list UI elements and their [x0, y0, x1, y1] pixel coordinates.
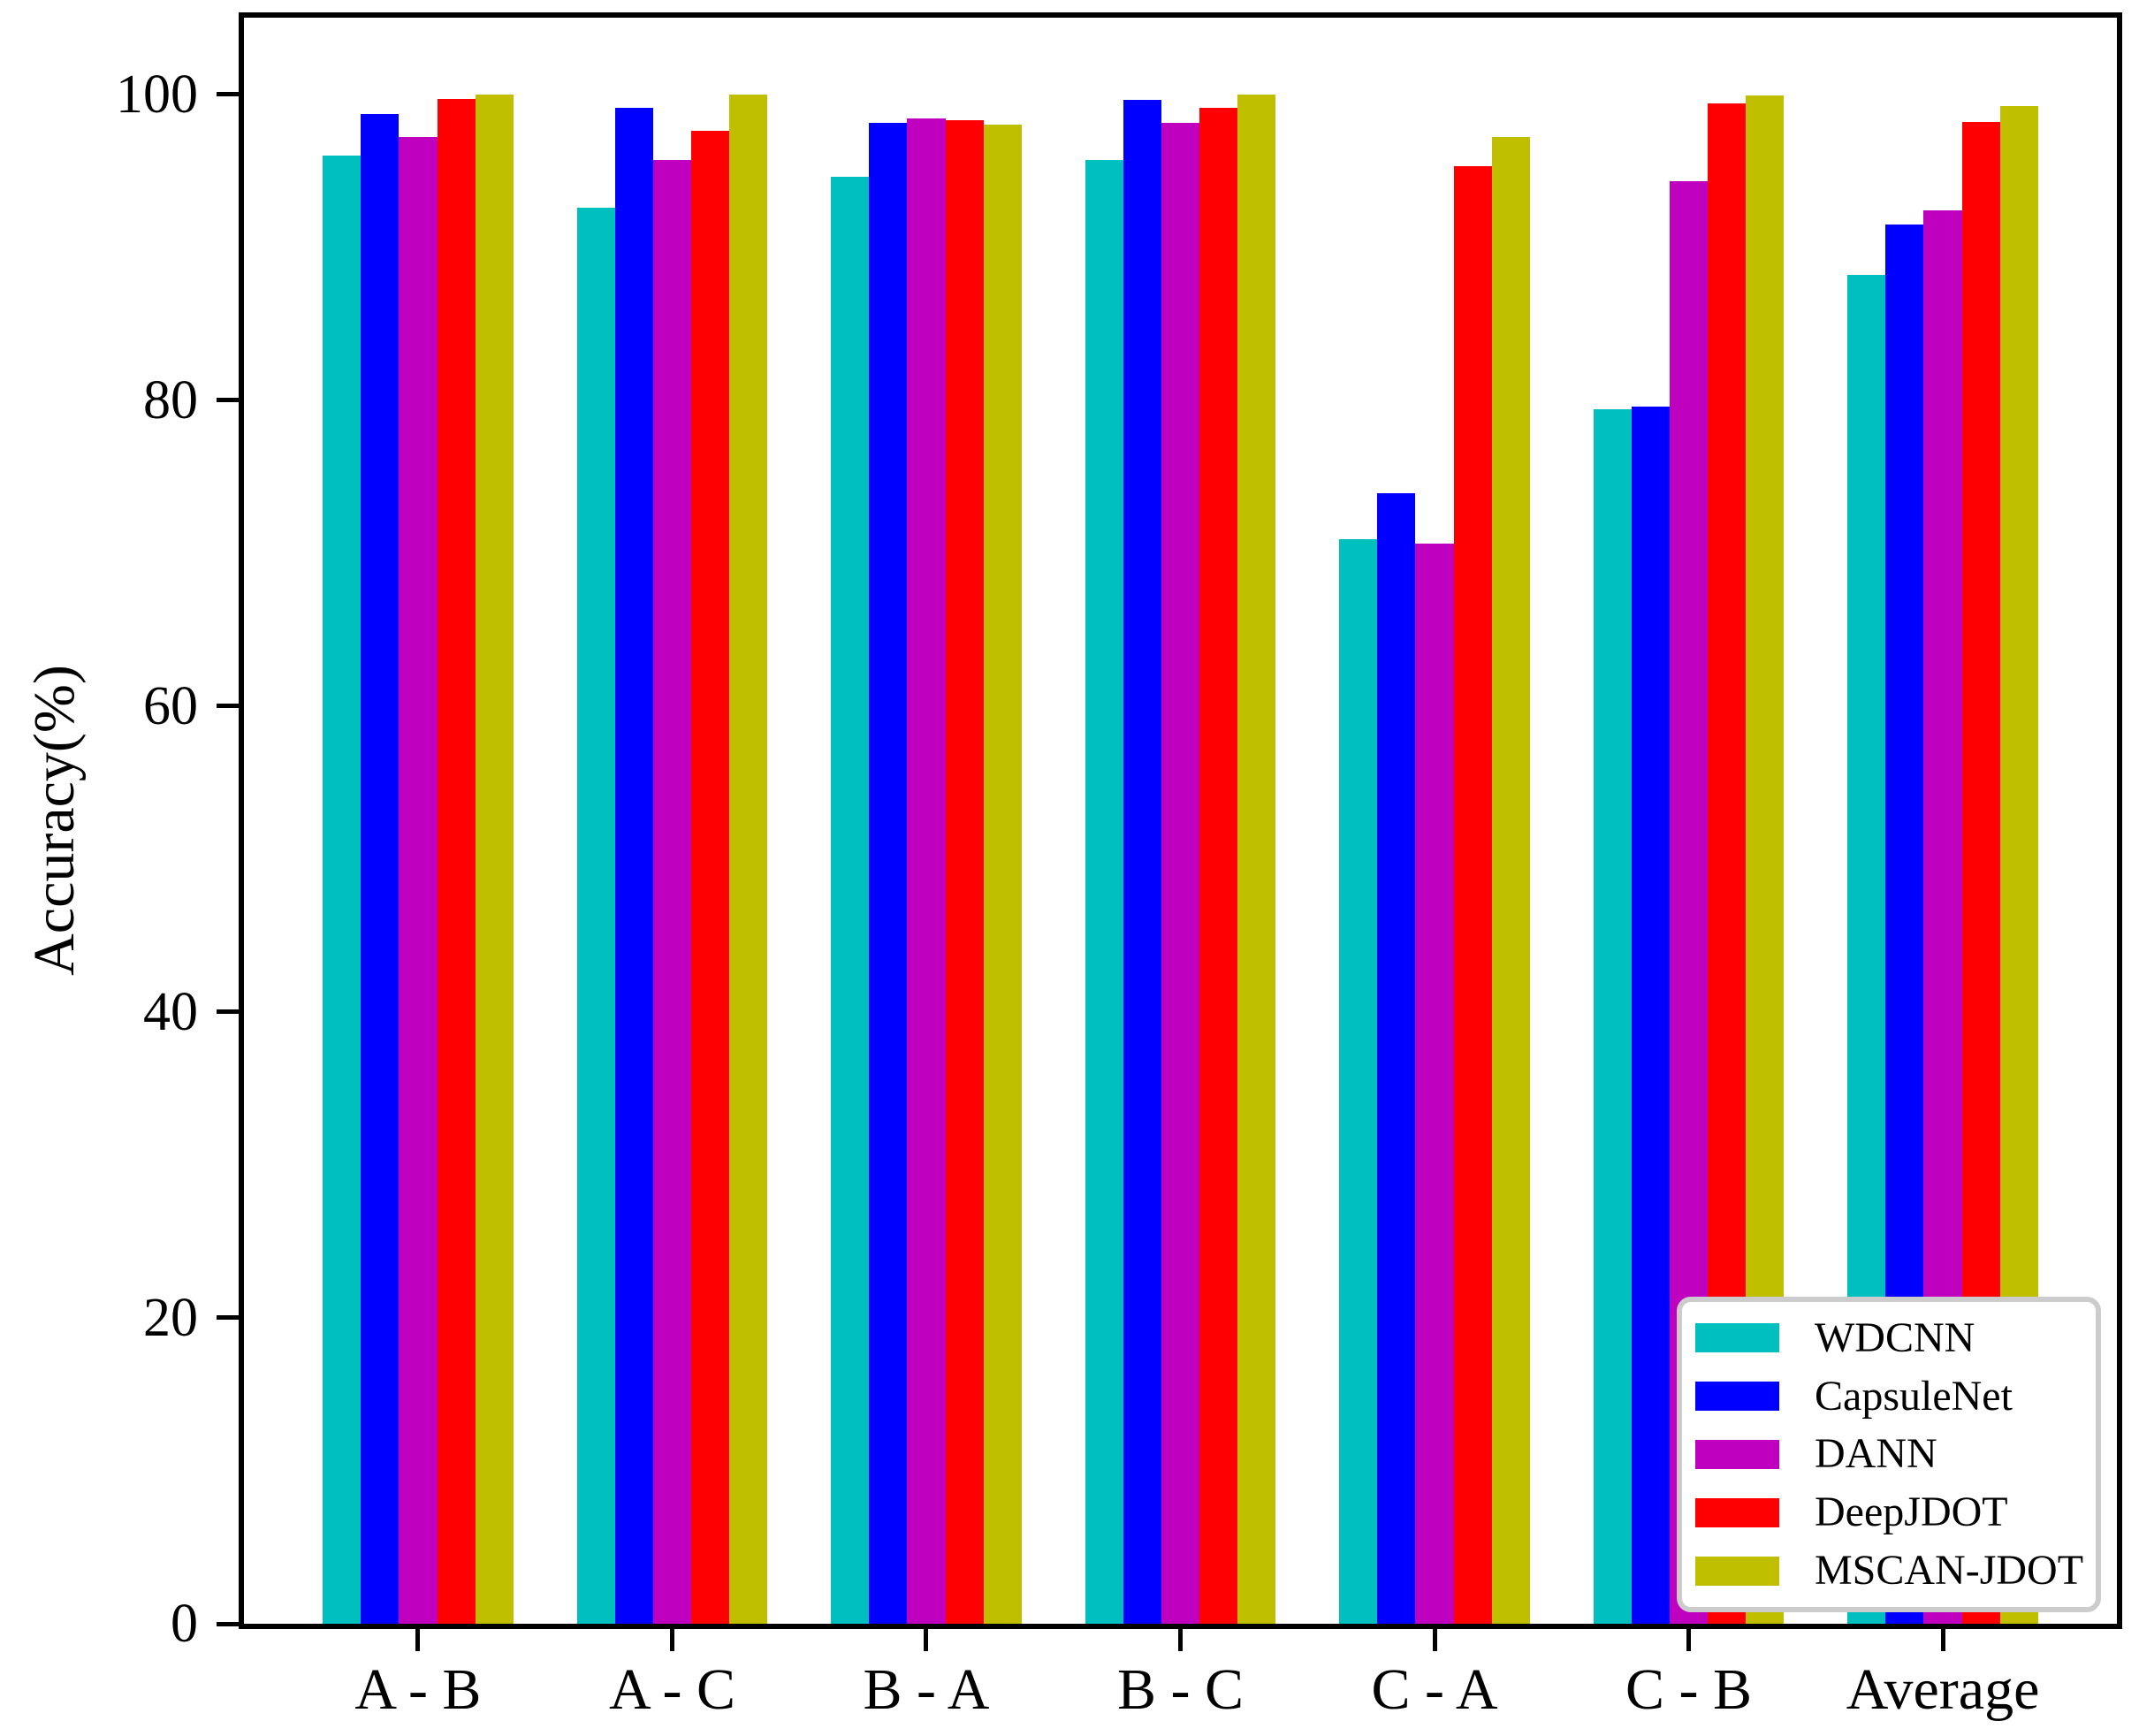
legend-swatch-DANN: [1695, 1439, 1779, 1469]
plot-area: 0 20 40 60 80 100 A - B A - C B - A B - C C - A C -…: [116, 12, 2122, 1722]
bar-CapsuleNet-0: [361, 114, 400, 1624]
bar-CapsuleNet-1: [614, 108, 653, 1624]
legend-label: MSCAN-JDOT: [1815, 1547, 2084, 1595]
legend-swatch-CapsuleNet: [1695, 1382, 1779, 1412]
bar-DeepJDOT-4: [1453, 165, 1492, 1624]
bar-WDCNN-1: [576, 207, 615, 1624]
x-tick-label: A - B: [354, 1657, 482, 1722]
x-tick-label: A - C: [608, 1657, 735, 1722]
legend-label: WDCNN: [1815, 1313, 1975, 1361]
x-tick: [669, 1629, 674, 1651]
y-axis-label: Accuracy(%): [22, 665, 87, 976]
bar-DeepJDOT-2: [945, 119, 984, 1624]
legend-swatch-MSCAN-JDOT: [1695, 1556, 1779, 1586]
y-tick: [217, 92, 239, 97]
legend-item-DeepJDOT: DeepJDOT: [1695, 1485, 2087, 1540]
y-tick-label: 60: [143, 675, 198, 736]
legend: WDCNN CapsuleNet DANN DeepJDOT MSCAN-JDOT: [1677, 1297, 2101, 1612]
bar-MSCAN-JDOT-4: [1491, 136, 1530, 1624]
legend-swatch-WDCNN: [1695, 1323, 1779, 1353]
bar-CapsuleNet-4: [1377, 493, 1416, 1624]
y-tick-label: 40: [143, 981, 198, 1042]
legend-label: DANN: [1815, 1430, 1937, 1478]
legend-item-DANN: DANN: [1695, 1427, 2087, 1481]
legend-label: CapsuleNet: [1815, 1372, 2013, 1420]
bar-DANN-2: [907, 118, 946, 1624]
y-tick: [217, 704, 239, 709]
x-tick-label: B - C: [1116, 1657, 1245, 1722]
bar-DeepJDOT-3: [1199, 108, 1238, 1624]
bar-DANN-4: [1415, 544, 1454, 1624]
legend-item-MSCAN-JDOT: MSCAN-JDOT: [1695, 1543, 2087, 1598]
legend-swatch-DeepJDOT: [1695, 1497, 1779, 1527]
y-tick-label: 100: [116, 64, 198, 125]
y-tick-label: 0: [171, 1594, 198, 1654]
bar-WDCNN-2: [831, 176, 870, 1624]
bar-WDCNN-5: [1593, 409, 1632, 1624]
bar-CapsuleNet-2: [869, 123, 908, 1624]
x-tick: [415, 1629, 421, 1651]
bar-MSCAN-JDOT-1: [729, 94, 768, 1624]
bar-DeepJDOT-1: [691, 131, 730, 1624]
x-tick: [1686, 1629, 1692, 1651]
bar-DANN-0: [399, 136, 438, 1624]
legend-item-WDCNN: WDCNN: [1695, 1311, 2087, 1366]
legend-label: DeepJDOT: [1815, 1489, 2008, 1536]
bar-DANN-1: [652, 159, 692, 1624]
bar-WDCNN-4: [1339, 539, 1378, 1624]
bar-DeepJDOT-0: [437, 98, 476, 1624]
x-tick-label: B - A: [863, 1657, 990, 1722]
bar-CapsuleNet-3: [1123, 100, 1161, 1624]
bar-MSCAN-JDOT-2: [983, 125, 1022, 1624]
y-tick: [217, 1315, 239, 1321]
y-tick-label: 20: [143, 1287, 198, 1348]
x-tick-label: Average: [1846, 1657, 2040, 1722]
x-tick: [1432, 1629, 1437, 1651]
bar-MSCAN-JDOT-3: [1237, 94, 1276, 1624]
y-tick: [217, 1621, 239, 1626]
bar-DANN-3: [1161, 123, 1200, 1624]
bar-CapsuleNet-5: [1631, 406, 1670, 1624]
y-tick: [217, 1009, 239, 1015]
x-tick-label: C - B: [1625, 1657, 1753, 1722]
y-tick-label: 80: [143, 369, 198, 430]
bar-WDCNN-0: [323, 155, 362, 1624]
x-tick: [1178, 1629, 1183, 1651]
x-tick: [924, 1629, 929, 1651]
bar-MSCAN-JDOT-0: [475, 94, 514, 1624]
x-tick: [1940, 1629, 1945, 1651]
y-tick: [217, 398, 239, 403]
legend-item-CapsuleNet: CapsuleNet: [1695, 1369, 2087, 1424]
bar-WDCNN-3: [1085, 159, 1123, 1624]
x-tick-label: C - A: [1371, 1657, 1498, 1722]
